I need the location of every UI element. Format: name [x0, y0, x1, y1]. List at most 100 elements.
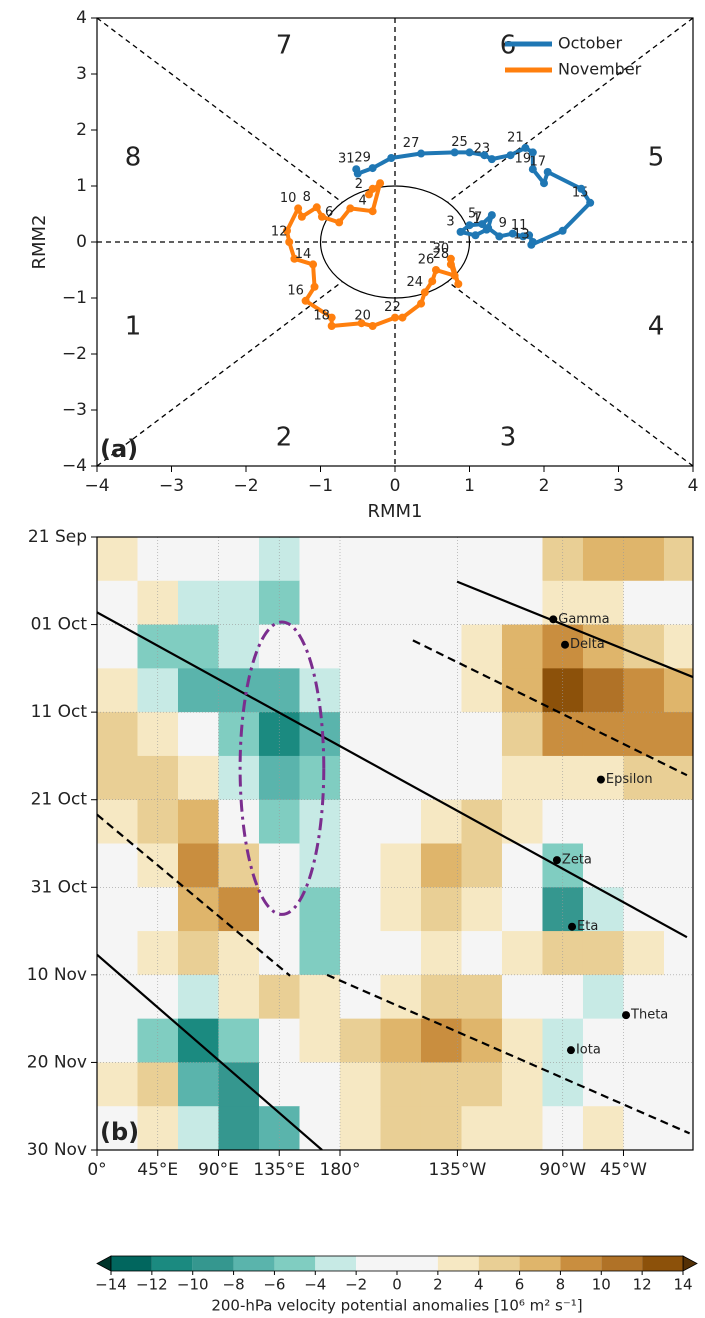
- data-point: [525, 231, 534, 240]
- day-label: 28: [433, 247, 450, 262]
- phase-label: 5: [648, 143, 665, 173]
- field-cell: [582, 1018, 624, 1063]
- field-cell: [177, 799, 219, 844]
- colorbar-tick-label: −12: [136, 1276, 168, 1294]
- field-cell: [299, 1062, 341, 1107]
- data-point: [312, 203, 321, 212]
- field-cell: [339, 931, 381, 976]
- field-cell: [420, 887, 462, 932]
- data-point: [376, 179, 385, 188]
- field-cell: [461, 1106, 503, 1150]
- colorbar-tick-label: −14: [95, 1276, 127, 1294]
- field-cell: [623, 668, 665, 713]
- data-point: [417, 299, 426, 308]
- field-cell: [97, 799, 138, 844]
- field-cell: [420, 755, 462, 801]
- data-point: [398, 313, 407, 322]
- data-point: [528, 148, 537, 157]
- day-label: 6: [325, 205, 333, 220]
- field-cell: [542, 712, 584, 757]
- field-cell: [177, 1062, 219, 1107]
- day-label: 31: [338, 152, 355, 167]
- field-cell: [663, 755, 693, 801]
- data-point: [357, 319, 366, 328]
- field-cell: [380, 580, 422, 626]
- field-cell: [258, 931, 300, 976]
- field-cell: [461, 1018, 503, 1063]
- data-point: [558, 226, 567, 235]
- field-cell: [461, 887, 503, 932]
- field-cell: [299, 931, 341, 976]
- reference-line: [447, 17, 694, 203]
- colorbar-tick-label: 10: [592, 1276, 611, 1294]
- field-cell: [420, 1018, 462, 1063]
- data-point: [446, 260, 455, 269]
- colorbar-bin: [397, 1256, 438, 1271]
- field-cell: [258, 712, 300, 757]
- colorbar-tick-label: −6: [263, 1276, 285, 1294]
- field-cell: [177, 624, 219, 669]
- panel-a: 12345678135791113151719212325272931Octob…: [29, 8, 698, 522]
- field-cell: [299, 843, 341, 888]
- data-point: [543, 168, 552, 176]
- day-label: 16: [287, 283, 304, 298]
- field-cell: [582, 931, 624, 976]
- data-point: [282, 226, 291, 235]
- field-cell: [542, 1062, 584, 1107]
- field-cell: [177, 537, 219, 582]
- colorbar-tick-label: 12: [633, 1276, 652, 1294]
- field-cell: [97, 668, 138, 713]
- field-cell: [299, 1106, 341, 1150]
- data-point: [368, 164, 377, 173]
- field-cell: [623, 843, 665, 888]
- field-cell: [218, 580, 260, 626]
- phase-label: 7: [276, 31, 293, 61]
- field-cell: [299, 887, 341, 932]
- storm-point: [561, 640, 570, 649]
- data-point: [301, 296, 310, 305]
- field-cell: [97, 1062, 138, 1107]
- x-tick-label: 0: [390, 476, 401, 496]
- field-cell: [339, 580, 381, 626]
- y-tick-label: 0: [76, 232, 87, 252]
- x-tick-label: −1: [308, 476, 333, 496]
- data-point: [417, 149, 426, 158]
- field-cell: [218, 1106, 260, 1150]
- field-cell: [339, 1106, 381, 1150]
- field-cell: [339, 1018, 381, 1063]
- storm-label: Eta: [577, 919, 598, 934]
- storm-point: [552, 856, 561, 865]
- field-cell: [501, 974, 543, 1020]
- field-cell: [258, 624, 300, 669]
- field-cell: [339, 537, 381, 582]
- data-point: [521, 143, 530, 152]
- field-cell: [461, 624, 503, 669]
- field-cell: [623, 1018, 665, 1063]
- field-cell: [582, 799, 624, 844]
- field-cell: [380, 1062, 422, 1107]
- y-tick-label: 10 Nov: [27, 965, 87, 985]
- field-cell: [380, 1018, 422, 1063]
- x-tick-label: −4: [84, 476, 109, 496]
- day-label: 14: [295, 247, 312, 262]
- data-point: [450, 271, 459, 280]
- y-tick-label: 20 Nov: [27, 1052, 87, 1072]
- reference-line: [96, 17, 343, 203]
- x-tick-label: 0°: [87, 1160, 106, 1180]
- data-point: [528, 165, 537, 174]
- field-cell: [663, 580, 693, 626]
- data-point: [317, 212, 326, 221]
- field-cell: [299, 1018, 341, 1063]
- field-cell: [177, 1106, 219, 1150]
- data-point: [346, 204, 355, 213]
- panel-label: (b): [100, 1118, 139, 1146]
- data-point: [431, 266, 440, 274]
- field-cell: [177, 931, 219, 976]
- field-cell: [663, 1018, 693, 1063]
- colorbar-tick-label: −2: [345, 1276, 367, 1294]
- field-cell: [501, 1018, 543, 1063]
- data-point: [480, 151, 489, 160]
- field-cell: [177, 887, 219, 932]
- phase-label: 8: [125, 143, 142, 173]
- data-point: [294, 204, 303, 213]
